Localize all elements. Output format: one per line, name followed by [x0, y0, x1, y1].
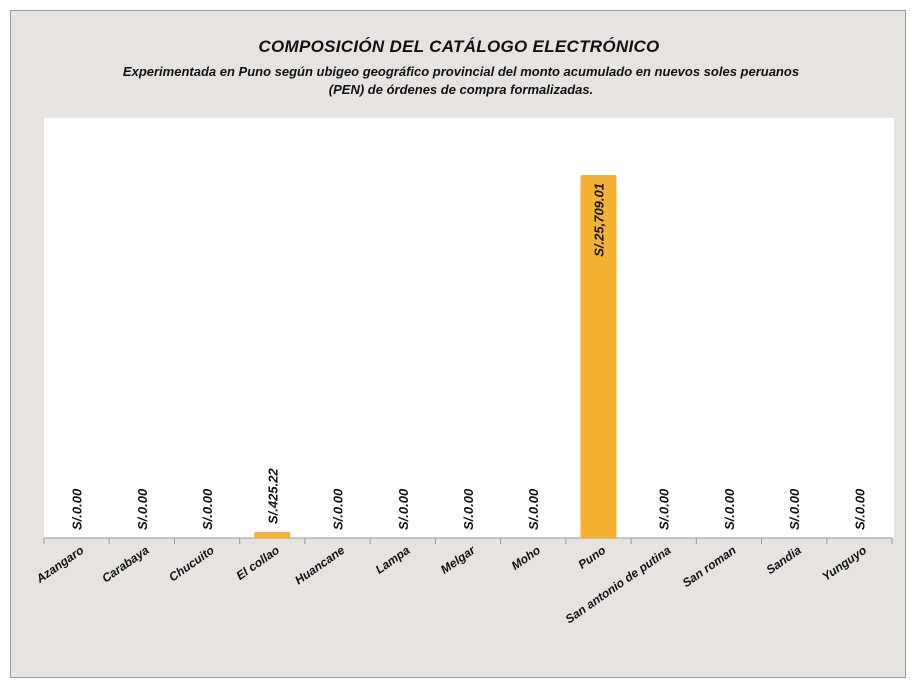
- category-label: Huancane: [292, 543, 347, 588]
- category-label: Chucuito: [166, 543, 217, 584]
- category-label: Yunguyo: [819, 543, 869, 584]
- category-label: Melgar: [438, 542, 479, 576]
- category-label: Puno: [576, 543, 609, 572]
- category-label: Carabaya: [99, 543, 152, 586]
- data-label: S/.0.00: [70, 488, 85, 530]
- category-label: Moho: [509, 543, 543, 573]
- category-label: San antonio de putina: [563, 543, 674, 627]
- chart-subtitle: Experimentada en Puno según ubigeo geogr…: [122, 64, 800, 97]
- bar-el-collao: [254, 531, 291, 538]
- chart-title: COMPOSICIÓN DEL CATÁLOGO ELECTRÓNICO: [258, 37, 660, 56]
- data-label: S/.0.00: [396, 488, 411, 530]
- data-label: S/.0.00: [526, 488, 541, 530]
- data-label: S/.0.00: [135, 488, 150, 530]
- data-label: S/.0.00: [722, 488, 737, 530]
- plot-area: [44, 118, 894, 538]
- data-label: S/.25,709.01: [591, 183, 606, 257]
- category-label: Sandia: [764, 543, 805, 577]
- category-label: El collao: [234, 543, 282, 583]
- data-label: S/.0.00: [657, 488, 672, 530]
- data-label: S/.0.00: [200, 488, 215, 530]
- category-label: Azangaro: [33, 543, 87, 586]
- category-label: San roman: [680, 543, 739, 590]
- category-label: Lampa: [373, 543, 413, 577]
- data-label: S/.0.00: [852, 488, 867, 530]
- data-label: S/.0.00: [331, 488, 346, 530]
- data-label: S/.0.00: [461, 488, 476, 530]
- data-label: S/.425.22: [265, 468, 280, 524]
- bar-puno: [580, 175, 617, 538]
- data-label: S/.0.00: [787, 488, 802, 530]
